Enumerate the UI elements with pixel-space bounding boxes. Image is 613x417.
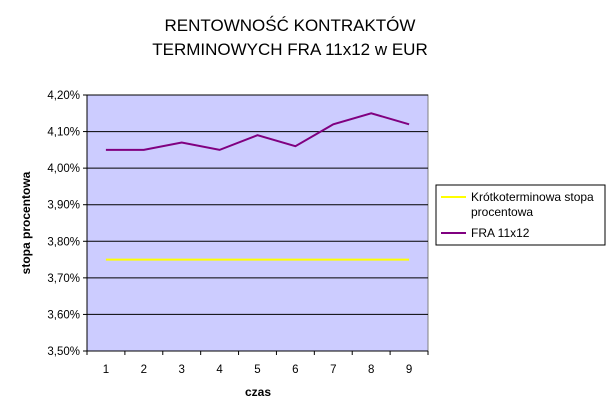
legend: Krótkoterminowa stopa procentowa FRA 11x… xyxy=(435,184,606,246)
x-tick-label: 4 xyxy=(216,364,223,376)
y-axis-label: stopa procentowa xyxy=(19,171,33,274)
legend-label-short-term-rate-line-1: Krótkoterminowa stopa xyxy=(471,190,594,204)
y-tick-label: 3,60% xyxy=(47,309,80,321)
gridlines xyxy=(87,94,428,315)
series-lines xyxy=(105,112,410,261)
y-ticks: 3,50% 3,60% 3,70% 3,80% 3,90% 4,00% 4,10% 4,20% xyxy=(47,90,87,358)
y-tick-label: 4,00% xyxy=(47,163,80,175)
x-axis-label: czas xyxy=(245,385,271,399)
x-tick-label: 1 xyxy=(103,364,109,376)
x-tick-label: 3 xyxy=(179,364,185,376)
legend-box xyxy=(435,184,606,246)
chart-title-line-2: TERMINOWYCH FRA 11x12 w EUR xyxy=(152,40,428,59)
y-tick-label: 3,70% xyxy=(47,273,80,285)
y-tick-label: 4,10% xyxy=(47,127,80,139)
x-tick-label: 9 xyxy=(406,364,412,376)
chart-title-line-1: RENTOWNOŚĆ KONTRAKTÓW xyxy=(165,16,416,35)
x-tick-label: 7 xyxy=(330,364,336,376)
series-line-1 xyxy=(105,112,410,151)
x-tick-label: 5 xyxy=(254,364,260,376)
x-ticks: 1 2 3 4 5 6 7 8 9 xyxy=(86,351,429,376)
legend-label-fra-11x12: FRA 11x12 xyxy=(471,226,530,240)
x-tick-label: 6 xyxy=(292,364,298,376)
y-tick-label: 3,90% xyxy=(47,200,80,212)
legend-label-short-term-rate-line-2: procentowa xyxy=(471,205,533,219)
y-tick-label: 3,80% xyxy=(47,236,80,248)
y-tick-label: 4,20% xyxy=(47,90,80,102)
x-tick-label: 2 xyxy=(141,364,147,376)
x-tick-label: 8 xyxy=(368,364,374,376)
axes xyxy=(86,95,428,352)
y-tick-label: 3,50% xyxy=(47,346,80,358)
plot-area xyxy=(86,94,429,352)
